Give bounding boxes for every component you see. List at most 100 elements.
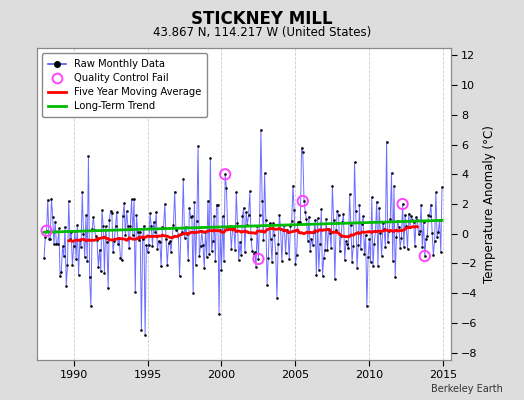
Point	[364, 253, 372, 260]
Point	[321, 246, 329, 253]
Point	[343, 241, 352, 248]
Point	[63, 262, 72, 268]
Point	[159, 225, 168, 231]
Point	[257, 126, 265, 133]
Point	[135, 237, 143, 244]
Point	[169, 222, 178, 228]
Point	[292, 252, 301, 258]
Point	[119, 212, 127, 219]
Point	[116, 255, 125, 262]
Point	[368, 194, 376, 200]
Point	[107, 210, 116, 216]
Text: Berkeley Earth: Berkeley Earth	[431, 384, 503, 394]
Point	[208, 248, 216, 254]
Point	[46, 236, 54, 242]
Point	[264, 254, 272, 261]
Point	[360, 251, 368, 258]
Point	[413, 217, 422, 223]
Point	[223, 224, 232, 230]
Point	[333, 208, 342, 214]
Point	[366, 258, 375, 265]
Point	[74, 271, 83, 278]
Point	[434, 228, 442, 235]
Point	[281, 250, 290, 257]
Point	[303, 238, 312, 244]
Point	[377, 252, 386, 259]
Point	[127, 196, 136, 203]
Point	[438, 184, 446, 190]
Point	[188, 213, 196, 219]
Point	[282, 227, 291, 234]
Point	[54, 225, 63, 232]
Point	[161, 201, 169, 207]
Point	[358, 221, 366, 227]
Point	[62, 283, 70, 289]
Point	[307, 236, 315, 242]
Point	[352, 208, 360, 214]
Point	[123, 208, 131, 214]
Point	[51, 218, 59, 225]
Point	[180, 235, 189, 241]
Point	[235, 257, 243, 264]
Point	[106, 208, 115, 214]
Point	[391, 274, 399, 280]
Point	[99, 223, 107, 229]
Point	[184, 256, 192, 263]
Point	[344, 245, 353, 252]
Point	[383, 138, 391, 145]
Point	[43, 196, 52, 203]
Point	[428, 230, 436, 236]
Point	[190, 199, 199, 206]
Point	[233, 220, 242, 226]
Point	[363, 303, 371, 309]
Point	[231, 246, 239, 253]
Point	[385, 228, 393, 234]
Point	[219, 213, 227, 220]
Point	[42, 228, 51, 234]
Point	[225, 225, 233, 231]
Point	[414, 231, 423, 237]
Point	[226, 223, 234, 229]
Point	[301, 209, 310, 216]
Point	[52, 241, 61, 247]
Point	[165, 240, 173, 246]
Point	[302, 216, 311, 222]
Point	[201, 229, 210, 235]
Point	[86, 303, 95, 310]
Point	[351, 159, 359, 166]
Point	[408, 216, 417, 223]
Point	[134, 228, 142, 235]
Point	[113, 209, 121, 215]
Point	[64, 198, 73, 204]
Text: 43.867 N, 114.217 W (United States): 43.867 N, 114.217 W (United States)	[153, 26, 371, 39]
Point	[311, 217, 319, 223]
Point	[179, 176, 188, 182]
Point	[196, 243, 205, 250]
Point	[131, 289, 139, 295]
Point	[309, 241, 317, 248]
Point	[416, 228, 424, 234]
Point	[156, 239, 164, 246]
Point	[136, 228, 145, 235]
Point	[330, 216, 338, 223]
Point	[243, 221, 252, 228]
Point	[220, 258, 228, 264]
Point	[249, 250, 258, 257]
Point	[418, 244, 427, 250]
Point	[210, 212, 219, 219]
Point	[244, 212, 253, 218]
Point	[290, 207, 298, 214]
Point	[132, 212, 140, 218]
Point	[193, 218, 201, 224]
Point	[265, 220, 274, 226]
Point	[200, 265, 209, 272]
Point	[398, 201, 407, 207]
Point	[167, 248, 175, 255]
Point	[299, 149, 307, 155]
Point	[202, 254, 211, 260]
Point	[163, 262, 171, 268]
Point	[140, 222, 148, 229]
Point	[214, 201, 222, 208]
Point	[212, 202, 221, 208]
Point	[397, 235, 406, 242]
